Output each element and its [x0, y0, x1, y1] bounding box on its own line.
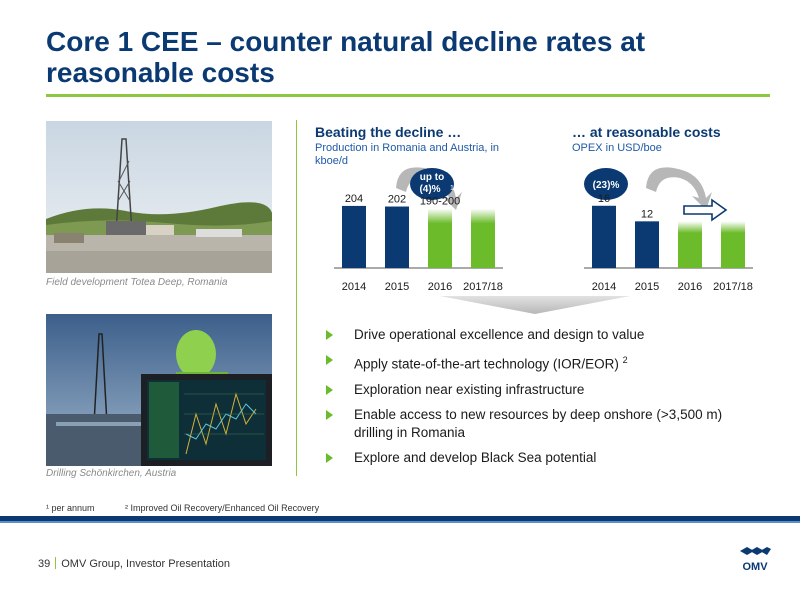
badge-footnote-ref: 1 [450, 185, 454, 192]
data-label: 204 [345, 193, 363, 205]
right-chart-subtitle: OPEX in USD/boe [572, 142, 662, 154]
omv-logo-text: OMV [742, 561, 768, 573]
chart-bar [342, 205, 366, 268]
triangle-bullet-icon [326, 409, 333, 420]
control-room-illustration [46, 314, 272, 466]
bullet-item: Explore and develop Black Sea potential [322, 449, 752, 467]
omv-logo-mark-icon: OMV [740, 547, 771, 573]
triangle-bullet-icon [326, 355, 333, 365]
category-label: 2017/18 [713, 281, 753, 293]
chart-bar [678, 221, 702, 268]
chart-bar [721, 221, 745, 268]
category-label: 2015 [385, 281, 409, 293]
data-label: 202 [388, 194, 406, 206]
opex-bar-chart: (23)% 16 2014 12 2015 2016 2017/18 [584, 167, 753, 293]
title-underline [46, 94, 770, 97]
bullet-item: Exploration near existing infrastructure [322, 381, 752, 399]
left-chart-subtitle: Production in Romania and Austria, in kb… [315, 142, 500, 167]
page-number: 39 [38, 558, 51, 570]
bullet-item: Apply state-of-the-art technology (IOR/E… [322, 351, 752, 374]
photo-control-room [46, 314, 272, 466]
drilling-rig-illustration [46, 121, 272, 273]
badge-label: (23)% [593, 180, 620, 191]
footnote-2: ² Improved Oil Recovery/Enhanced Oil Rec… [125, 503, 320, 513]
category-label: 2015 [635, 281, 659, 293]
production-bar-chart: up to(4)% 1 204 2014 202 2015 190-200 2016 2017/… [334, 167, 503, 293]
footer-divider [55, 557, 57, 569]
data-label: 16 [598, 193, 610, 205]
photo-drilling-rig [46, 121, 272, 273]
data-label: 190-200 [420, 196, 460, 208]
change-badge [410, 168, 454, 200]
triangle-bullet-icon [326, 452, 333, 463]
chart-bar [635, 221, 659, 268]
left-chart-heading: Beating the decline … [315, 124, 462, 140]
category-label: 2017/18 [463, 281, 503, 293]
outline-right-arrow-icon [683, 198, 728, 222]
badge-label-line2: (4)% [419, 184, 440, 195]
footer-band-light [0, 521, 800, 523]
triangle-bullet-icon [326, 384, 333, 395]
chart-bar [428, 208, 452, 268]
photo-caption-2: Drilling Schönkirchen, Austria [46, 468, 177, 479]
vertical-separator [296, 120, 297, 476]
footnote-ref: 2 [622, 355, 628, 365]
footer-label: OMV Group, Investor Presentation [61, 558, 230, 570]
footer-band [0, 516, 800, 521]
footnotes: ¹ per annum ² Improved Oil Recovery/Enha… [46, 503, 347, 513]
footnote-1: ¹ per annum [46, 503, 95, 513]
category-label: 2016 [428, 281, 452, 293]
omv-logo: OMV [738, 545, 772, 573]
category-label: 2014 [592, 281, 616, 293]
bullet-item: Enable access to new resources by deep o… [322, 406, 752, 442]
chart-bar [471, 208, 495, 268]
change-badge [584, 168, 628, 200]
badge-label-line1: up to [420, 172, 444, 183]
category-label: 2014 [342, 281, 366, 293]
grey-down-arrow-icon [440, 296, 630, 314]
chart-bar [385, 206, 409, 268]
page-title: Core 1 CEE – counter natural decline rat… [46, 26, 646, 88]
photo-caption-1: Field development Totea Deep, Romania [46, 277, 228, 288]
bullet-list: Drive operational excellence and design … [322, 326, 752, 474]
curved-arrow-icon [646, 167, 712, 210]
data-label: 12 [641, 208, 653, 220]
triangle-bullet-icon [326, 330, 333, 340]
chart-bar [592, 205, 616, 268]
bullet-item: Drive operational excellence and design … [322, 326, 752, 344]
right-chart-heading: … at reasonable costs [572, 124, 721, 140]
category-label: 2016 [678, 281, 702, 293]
footer-info: 39 OMV Group, Investor Presentation [38, 557, 230, 570]
